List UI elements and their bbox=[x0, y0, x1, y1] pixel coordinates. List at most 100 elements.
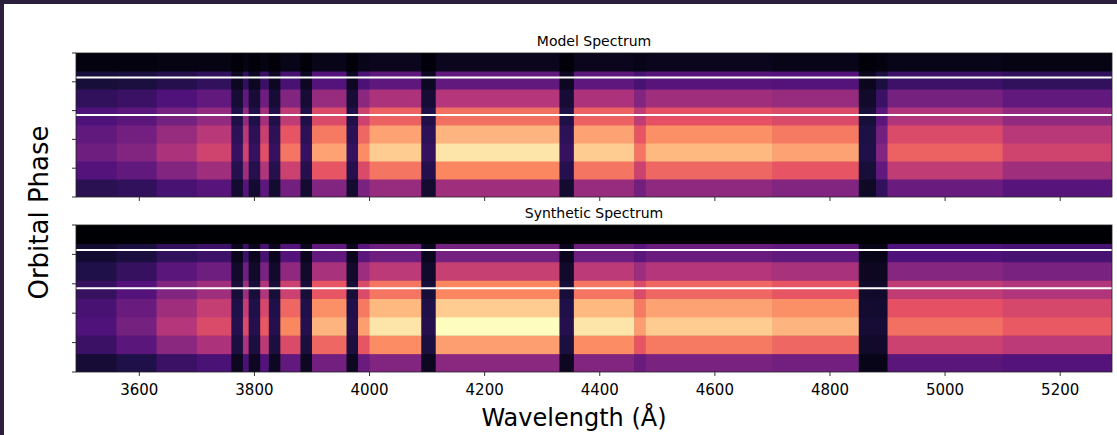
heatmap-cell bbox=[76, 71, 117, 90]
heatmap-cell bbox=[772, 143, 859, 162]
heatmap-cell bbox=[269, 335, 281, 354]
heatmap-cell bbox=[280, 299, 301, 318]
heatmap-cell bbox=[859, 262, 877, 281]
heatmap-cell bbox=[559, 335, 574, 354]
heatmap-cell bbox=[1003, 143, 1112, 162]
heatmap-cell bbox=[197, 317, 232, 336]
heatmap-cell bbox=[312, 280, 347, 299]
y-tick bbox=[72, 283, 76, 284]
heatmap-cell bbox=[859, 161, 877, 180]
heatmap-cell bbox=[249, 335, 261, 354]
heatmap-cell bbox=[421, 354, 436, 372]
heatmap-cell bbox=[157, 280, 198, 299]
heatmap-cell bbox=[574, 89, 635, 108]
heatmap-cell bbox=[116, 243, 157, 262]
heatmap-cell bbox=[116, 71, 157, 90]
heatmap-cell bbox=[1003, 179, 1112, 197]
heatmap-cell bbox=[646, 354, 773, 372]
y-tick bbox=[72, 168, 76, 169]
heatmap-cell bbox=[260, 243, 269, 262]
heatmap-cell bbox=[300, 71, 312, 90]
heatmap-cell bbox=[358, 299, 370, 318]
heatmap-cell bbox=[421, 243, 436, 262]
heatmap-cell bbox=[347, 225, 359, 244]
heatmap-cell bbox=[269, 53, 281, 72]
heatmap-cell bbox=[269, 179, 281, 197]
heatmap-cell bbox=[559, 143, 574, 162]
heatmap-cell bbox=[312, 179, 347, 197]
x-tick bbox=[829, 197, 830, 201]
plot-background bbox=[76, 53, 1112, 197]
heatmap-cell bbox=[574, 161, 635, 180]
heatmap-cell bbox=[634, 107, 646, 126]
heatmap-cell bbox=[888, 262, 1004, 281]
heatmap-cell bbox=[876, 354, 888, 372]
heatmap-cell bbox=[231, 280, 243, 299]
x-tick-label: 5000 bbox=[926, 381, 964, 399]
heatmap-cell bbox=[859, 225, 877, 244]
heatmap-cell bbox=[347, 317, 359, 336]
heatmap-cell bbox=[876, 262, 888, 281]
heatmap-cell bbox=[574, 299, 635, 318]
heatmap-cell bbox=[269, 243, 281, 262]
heatmap-cell bbox=[116, 161, 157, 180]
heatmap-cell bbox=[312, 143, 347, 162]
heatmap-cell bbox=[243, 280, 249, 299]
y-tick bbox=[72, 372, 76, 373]
heatmap-cell bbox=[634, 161, 646, 180]
heatmap-cell bbox=[157, 335, 198, 354]
heatmap-cell bbox=[421, 280, 436, 299]
heatmap-cell bbox=[249, 53, 261, 72]
heatmap-cell bbox=[280, 71, 301, 90]
heatmap-cell bbox=[1003, 107, 1112, 126]
heatmap-cell bbox=[280, 225, 301, 244]
heatmap-cell bbox=[157, 225, 198, 244]
heatmap-cell bbox=[646, 280, 773, 299]
heatmap-cell bbox=[559, 179, 574, 197]
heatmap-cell bbox=[231, 317, 243, 336]
heatmap-cell bbox=[280, 317, 301, 336]
heatmap-cell bbox=[157, 262, 198, 281]
heatmap-cell bbox=[436, 354, 560, 372]
heatmap-cell bbox=[249, 354, 261, 372]
heatmap-cell bbox=[370, 89, 422, 108]
heatmap-cell bbox=[197, 299, 232, 318]
heatmap-cell bbox=[888, 71, 1004, 90]
heatmap-cell bbox=[1003, 243, 1112, 262]
heatmap-cell bbox=[260, 161, 269, 180]
heatmap-cell bbox=[634, 243, 646, 262]
heatmap-cell bbox=[421, 161, 436, 180]
heatmap-cell bbox=[243, 179, 249, 197]
x-tick bbox=[139, 197, 140, 201]
heatmap-cell bbox=[260, 179, 269, 197]
heatmap-cell bbox=[1003, 89, 1112, 108]
plot-frame bbox=[76, 225, 1112, 372]
heatmap-cell bbox=[772, 354, 859, 372]
heatmap-cell bbox=[358, 225, 370, 244]
heatmap-cell bbox=[76, 317, 117, 336]
heatmap-cell bbox=[574, 53, 635, 72]
heatmap-cell bbox=[772, 89, 859, 108]
heatmap-cell bbox=[421, 53, 436, 72]
heatmap-cell bbox=[116, 179, 157, 197]
heatmap-cell bbox=[116, 53, 157, 72]
heatmap-cell bbox=[243, 262, 249, 281]
heatmap-cell bbox=[559, 53, 574, 72]
heatmap-cell bbox=[260, 262, 269, 281]
heatmap-cell bbox=[231, 53, 243, 72]
heatmap-cell bbox=[76, 335, 117, 354]
heatmap-cell bbox=[876, 317, 888, 336]
heatmap-cell bbox=[634, 143, 646, 162]
y-tick bbox=[72, 81, 76, 82]
heatmap-cell bbox=[116, 280, 157, 299]
heatmap-cell bbox=[370, 53, 422, 72]
x-tick-label: 3800 bbox=[235, 381, 273, 399]
heatmap-cell bbox=[436, 53, 560, 72]
heatmap-cell bbox=[358, 53, 370, 72]
heatmap-cell bbox=[312, 225, 347, 244]
heatmap-cell bbox=[312, 354, 347, 372]
heatmap-cell bbox=[634, 299, 646, 318]
heatmap-cell bbox=[370, 354, 422, 372]
heatmap-cell bbox=[347, 125, 359, 144]
heatmap-cell bbox=[157, 89, 198, 108]
